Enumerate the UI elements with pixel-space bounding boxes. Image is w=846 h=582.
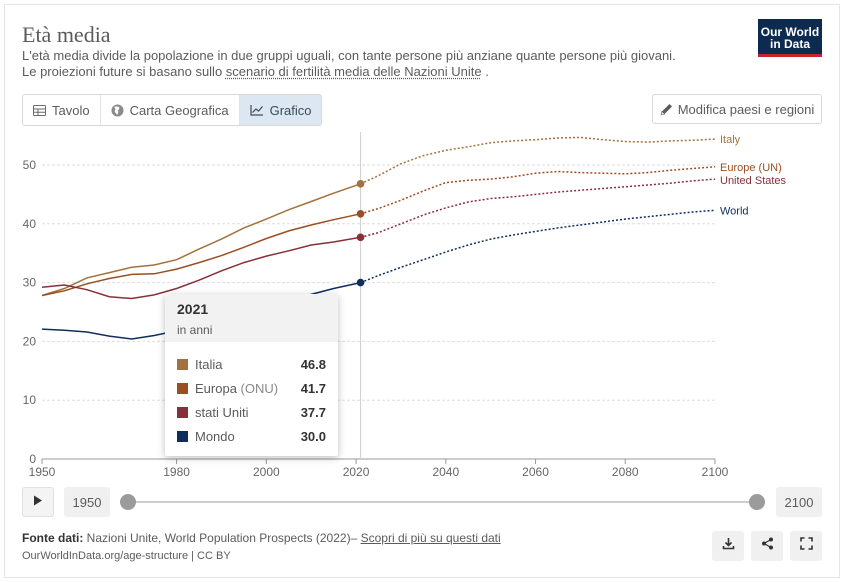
- edit-countries-label: Modifica paesi e regioni: [677, 101, 815, 117]
- tooltip-header: 2021 in anni: [165, 294, 338, 342]
- pencil-icon: [660, 103, 673, 116]
- timeline-track[interactable]: [128, 501, 757, 503]
- owid-logo[interactable]: Our World in Data: [758, 19, 822, 57]
- tooltip-series-name: Italia: [195, 356, 223, 372]
- data-source: Fonte dati: Nazioni Unite, World Populat…: [22, 531, 501, 545]
- x-tick-label: 2080: [612, 465, 639, 479]
- legend-swatch: [177, 382, 188, 394]
- share-button[interactable]: [751, 531, 783, 561]
- series-end-label: United States: [720, 175, 787, 187]
- subtitle-line-1: L'età media divide la popolazione in due…: [22, 48, 676, 63]
- series-line-projection: [360, 178, 716, 239]
- series-line-projection: [360, 209, 716, 284]
- subtitle-prefix: Le proiezioni future si basano sullo: [22, 64, 226, 79]
- series-end-label: World: [720, 205, 749, 217]
- legend-swatch: [177, 430, 188, 442]
- line-chart: 0 10 20 30 40 50 1950 1980 2000 2020 2040 2060 2080 2…: [23, 132, 787, 479]
- legend-swatch: [177, 358, 188, 370]
- line-chart-icon: [249, 104, 264, 116]
- download-icon: [722, 537, 735, 555]
- tooltip-series-value: 46.8: [300, 356, 326, 372]
- tab-map[interactable]: Carta Geografica: [101, 95, 240, 125]
- x-tick-label: 1980: [163, 465, 190, 479]
- series-end-label: Europe (UN): [720, 162, 782, 174]
- tooltip-row: stati Uniti 37.7: [177, 402, 326, 422]
- legend-swatch: [177, 406, 188, 418]
- source-text: Nazioni Unite, World Population Prospect…: [83, 531, 361, 545]
- source-label: Fonte dati:: [22, 531, 84, 545]
- timeline-end-handle[interactable]: [749, 494, 765, 510]
- hover-tooltip: 2021 in anni Italia 46.8 Europa (ONU) 41…: [165, 294, 338, 456]
- y-tick-label: 20: [23, 334, 37, 348]
- logo-line-2: in Data: [769, 37, 810, 51]
- timeline-end-year[interactable]: 2100: [776, 487, 822, 517]
- series-line-projection: [360, 136, 716, 185]
- play-icon: [33, 493, 43, 511]
- page-title: Età media: [22, 22, 111, 47]
- chart-url: OurWorldInData.org/age-structure | CC BY: [22, 550, 231, 562]
- tab-chart[interactable]: Grafico: [239, 95, 322, 125]
- subtitle-suffix: .: [481, 64, 489, 79]
- view-tabs: Tavolo Carta Geografica Grafico: [22, 94, 323, 126]
- timeline-start-year[interactable]: 1950: [64, 487, 110, 517]
- share-icon: [761, 537, 774, 555]
- tooltip-unit: in anni: [177, 323, 213, 337]
- tooltip-row: Italia 46.8: [177, 354, 326, 374]
- y-tick-label: 30: [23, 276, 37, 290]
- series-end-label: Italy: [720, 134, 741, 146]
- y-tick-label: 0: [29, 452, 36, 466]
- chart-card: [4, 4, 840, 578]
- play-button[interactable]: [22, 487, 54, 517]
- tooltip-series-value: 41.7: [300, 380, 326, 396]
- y-tick-label: 10: [23, 393, 37, 407]
- fullscreen-button[interactable]: [790, 531, 822, 561]
- download-button[interactable]: [712, 531, 744, 561]
- tooltip-series-name: stati Uniti: [195, 404, 249, 420]
- tooltip-series-value: 30.0: [300, 428, 326, 444]
- series-point: [356, 180, 365, 188]
- timeline-start-handle[interactable]: [120, 494, 136, 510]
- series-line-projection: [360, 166, 716, 215]
- x-tick-label: 2100: [702, 465, 729, 479]
- chart-subtitle: L'età media divide la popolazione in due…: [22, 48, 702, 80]
- tooltip-row: Europa (ONU) 41.7: [177, 378, 326, 398]
- edit-countries-button[interactable]: Modifica paesi e regioni: [652, 94, 822, 124]
- x-tick-label: 2040: [432, 465, 459, 479]
- table-icon: [33, 104, 46, 116]
- series-point: [356, 233, 365, 242]
- series-point: [356, 278, 365, 287]
- tooltip-series-name: Europa (ONU): [195, 380, 279, 396]
- y-tick-label: 40: [23, 217, 37, 231]
- x-tick-label: 2000: [253, 465, 280, 479]
- tooltip-year: 2021: [177, 301, 209, 317]
- x-tick-label: 2060: [522, 465, 549, 479]
- tooltip-series-value: 37.7: [300, 404, 326, 420]
- globe-icon: [111, 104, 124, 117]
- subtitle-line-2: Le proiezioni future si basano sullo sce…: [22, 64, 702, 80]
- series-line-historic: [41, 213, 361, 297]
- tab-table-label: Tavolo: [52, 102, 90, 118]
- tooltip-row: Mondo 30.0: [177, 426, 326, 446]
- y-tick-label: 50: [23, 158, 37, 172]
- x-tick-label: 2020: [343, 465, 370, 479]
- series-line-historic: [41, 236, 361, 300]
- logo-line-1: Our World: [760, 25, 820, 39]
- x-tick-label: 1950: [29, 465, 56, 479]
- un-scenario-link[interactable]: scenario di fertilità media delle Nazion…: [225, 64, 482, 79]
- series-point: [356, 210, 365, 218]
- learn-more-link[interactable]: Scopri di più su questi dati: [360, 531, 501, 545]
- tab-map-label: Carta Geografica: [129, 102, 229, 118]
- fullscreen-icon: [799, 537, 813, 555]
- series-line-historic: [41, 183, 361, 297]
- tab-table[interactable]: Tavolo: [23, 95, 101, 125]
- tab-chart-label: Grafico: [269, 102, 312, 118]
- tooltip-series-name: Mondo: [195, 428, 235, 444]
